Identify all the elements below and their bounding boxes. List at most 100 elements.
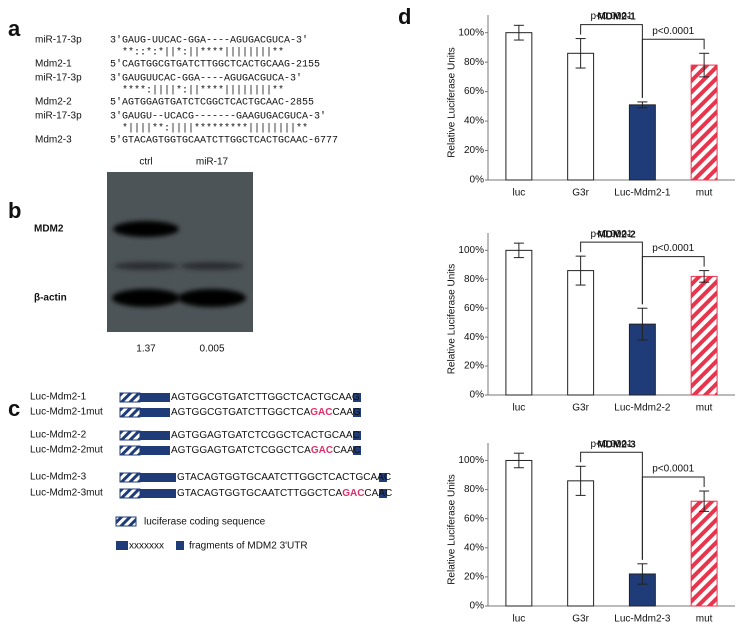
x-tick-label: mut [696, 188, 713, 199]
bar [567, 480, 595, 607]
error-bar [575, 255, 586, 286]
construct-sequence: AGTGGAGTGATCTCGGCTCACTGCAAC [171, 430, 360, 441]
lane-label: ctrl [139, 157, 152, 168]
lane-label: miR-17 [196, 157, 229, 168]
panel-letter: c [8, 396, 20, 421]
significance-bracket [641, 256, 705, 305]
bar [628, 104, 656, 181]
panel-letter: d [398, 4, 411, 29]
error-bar [637, 307, 648, 341]
bar [505, 459, 533, 607]
sequence-part: CAAC [333, 445, 361, 456]
x-tick-label: Luc-Mdm2-3 [614, 614, 671, 625]
y-tick-label: 20% [464, 572, 484, 583]
x-tick-label: mut [696, 614, 713, 625]
y-tick-label: 0% [470, 390, 485, 401]
legend-text: fragments of MDM2 3'UTR [189, 541, 308, 552]
construct-sequence: AGTGGCGTGATCTTGGCTCAGACCAAG [171, 407, 361, 418]
error-bar [637, 101, 648, 109]
significance-bracket [641, 38, 705, 98]
p-value: p<0.0001 [591, 229, 633, 240]
construct-sequence: GTACAGTGGTGCAATCTTGGCTCAGACCAAC [177, 488, 392, 499]
mirna-sequence: 3'GAUGUUCAC-GGA----AGUGACGUCA-3' [110, 73, 302, 85]
y-tick-label: 100% [458, 455, 484, 466]
panel-letter: b [8, 198, 21, 223]
x-tick-label: mut [696, 403, 713, 414]
y-tick-label: 0% [470, 175, 485, 186]
y-tick-label: 40% [464, 332, 484, 343]
target-name: Mdm2-1 [35, 59, 72, 70]
p-value: p<0.0001 [591, 11, 633, 22]
ratio-label: 0.005 [199, 344, 224, 355]
y-tick-label: 80% [464, 484, 484, 495]
x-tick-label: G3r [572, 614, 589, 625]
x-tick-label: luc [512, 614, 525, 625]
bar [567, 52, 595, 181]
match-line: *||||**:||||*********||||||||** [110, 123, 308, 135]
mirna-name: miR-17-3p [35, 111, 82, 122]
x-tick-label: G3r [572, 403, 589, 414]
y-tick-label: 60% [464, 303, 484, 314]
x-tick-label: Luc-Mdm2-1 [614, 188, 671, 199]
mirna-sequence: 3'GAUG-UUCAC-GGA----AGUGACGUCA-3' [110, 35, 308, 47]
match-line: ****:||||*:||****||||||||** [110, 85, 284, 97]
y-tick-label: 20% [464, 145, 484, 156]
p-value: p<0.0001 [652, 243, 694, 254]
target-sequence: 5'GTACAGTGGTGCAATCTTGGCTCACTGCAAC-6777 [110, 135, 338, 147]
construct-name: Luc-Mdm2-1mut [30, 407, 103, 418]
y-tick-label: 100% [458, 27, 484, 38]
sequence-part: AGTGGCGTGATCTTGGCTCACTGCAAG [171, 392, 360, 403]
y-tick-label: 40% [464, 116, 484, 127]
y-axis-label: Relative Luciferase Units [447, 264, 458, 375]
panel-letter: a [8, 16, 21, 41]
error-bar [699, 52, 710, 78]
target-sequence: 5'CAGTGGCGTGATCTTGGCTCACTGCAAG-2155 [110, 59, 320, 71]
error-bar [513, 452, 524, 469]
construct-name: Luc-Mdm2-2 [30, 430, 87, 441]
sequence-part: GTACAGTGGTGCAATCTTGGCTCA [177, 488, 343, 499]
construct-sequence: GTACAGTGGTGCAATCTTGGCTCACTGCAAC [177, 472, 391, 483]
target-name: Mdm2-2 [35, 97, 72, 108]
construct-sequence: AGTGGAGTGATCTCGGCTCAGACCAAC [171, 445, 361, 456]
construct-name: Luc-Mdm2-3mut [30, 488, 103, 499]
error-bar [575, 38, 586, 69]
y-tick-label: 0% [470, 601, 485, 612]
sequence-part: AGTGGCGTGATCTTGGCTCA [171, 407, 311, 418]
significance-bracket [641, 476, 705, 560]
sequence-part: CAAC [364, 488, 392, 499]
p-value: p<0.0001 [652, 464, 694, 475]
p-value: p<0.0001 [652, 26, 694, 37]
y-axis-label: Relative Luciferase Units [447, 47, 458, 158]
y-tick-label: 100% [458, 245, 484, 256]
sequence-part: AGTGGAGTGATCTCGGCTCACTGCAAC [171, 430, 360, 441]
x-tick-label: luc [512, 403, 525, 414]
construct-name: Luc-Mdm2-2mut [30, 445, 103, 456]
construct-name: Luc-Mdm2-3 [30, 472, 87, 483]
band-label: MDM2 [34, 224, 64, 235]
bar [505, 32, 533, 181]
target-name: Mdm2-3 [35, 135, 72, 146]
chart-title: MDM2-3 [597, 440, 636, 451]
bar [690, 500, 718, 607]
y-tick-label: 40% [464, 542, 484, 553]
y-tick-label: 60% [464, 513, 484, 524]
band-label: β-actin [34, 293, 67, 304]
western-blot [107, 172, 253, 332]
p-value: p<0.0001 [591, 439, 633, 450]
sequence-part: CAAG [333, 407, 362, 418]
match-line: **::*:*||*:||****||||||||** [110, 47, 284, 59]
error-bar [637, 563, 648, 585]
bar [505, 249, 533, 396]
y-tick-label: 80% [464, 274, 484, 285]
y-tick-label: 20% [464, 361, 484, 372]
construct-sequence: AGTGGCGTGATCTTGGCTCACTGCAAG [171, 392, 360, 403]
error-bar [699, 270, 710, 283]
y-axis-label: Relative Luciferase Units [447, 474, 458, 585]
ratio-label: 1.37 [136, 344, 156, 355]
chart-title: MDM2-2 [597, 230, 636, 241]
target-sequence: 5'AGTGGAGTGATCTCGGCTCACTGCAAC-2855 [110, 97, 314, 109]
x-tick-label: Luc-Mdm2-2 [614, 403, 671, 414]
sequence-part: GAC [310, 407, 332, 418]
x-tick-label: G3r [572, 188, 589, 199]
